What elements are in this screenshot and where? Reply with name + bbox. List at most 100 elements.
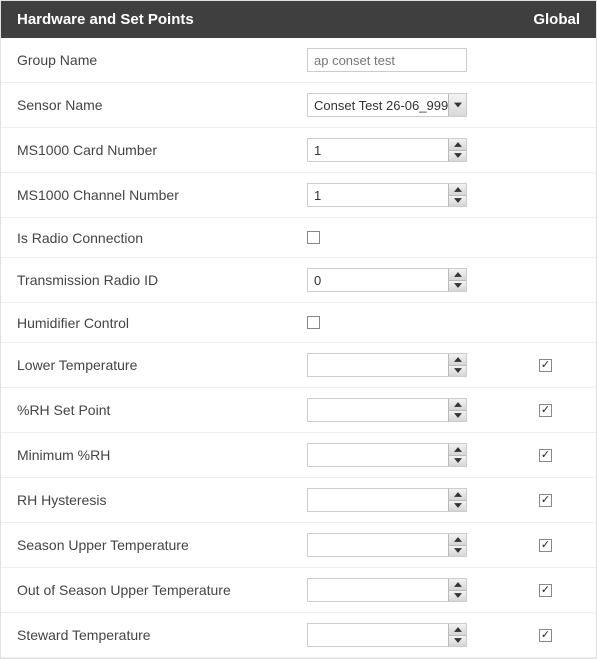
rh-set-point-spinner[interactable]	[307, 398, 467, 422]
control-ms1000-card-number: 1	[307, 138, 469, 162]
label-sensor-name: Sensor Name	[17, 97, 307, 113]
hardware-setpoints-panel: Hardware and Set Points Global Group Nam…	[0, 0, 597, 659]
spinner-up-icon[interactable]	[449, 624, 466, 635]
rh-hysteresis-spinner[interactable]	[307, 488, 467, 512]
spinner-up-icon[interactable]	[449, 139, 466, 150]
rh-set-point-spinner-buttons	[448, 399, 466, 421]
ms1000-channel-number-spinner-buttons	[448, 184, 466, 206]
steward-temperature-global-checkbox[interactable]	[539, 629, 552, 642]
spinner-down-icon[interactable]	[449, 365, 466, 377]
row-lower-temperature: Lower Temperature	[1, 343, 596, 388]
row-rh-hysteresis: RH Hysteresis	[1, 478, 596, 523]
rh-hysteresis-spinner-buttons	[448, 489, 466, 511]
out-of-season-upper-temperature-spinner[interactable]	[307, 578, 467, 602]
spinner-down-icon[interactable]	[449, 150, 466, 162]
row-is-radio-connection: Is Radio Connection	[1, 218, 596, 258]
steward-temperature-spinner[interactable]	[307, 623, 467, 647]
season-upper-temperature-spinner[interactable]	[307, 533, 467, 557]
global-cell-rh-hysteresis	[469, 494, 580, 507]
is-radio-connection-checkbox[interactable]	[307, 231, 320, 244]
label-is-radio-connection: Is Radio Connection	[17, 230, 307, 246]
control-rh-hysteresis	[307, 488, 469, 512]
minimum-rh-spinner[interactable]	[307, 443, 467, 467]
spinner-down-icon[interactable]	[449, 195, 466, 207]
lower-temperature-spinner-value[interactable]	[308, 354, 448, 376]
spinner-up-icon[interactable]	[449, 489, 466, 500]
global-cell-rh-set-point	[469, 404, 580, 417]
spinner-down-icon[interactable]	[449, 410, 466, 422]
rh-hysteresis-global-checkbox[interactable]	[539, 494, 552, 507]
row-ms1000-channel-number: MS1000 Channel Number1	[1, 173, 596, 218]
ms1000-card-number-spinner-buttons	[448, 139, 466, 161]
label-minimum-rh: Minimum %RH	[17, 447, 307, 463]
ms1000-card-number-spinner[interactable]: 1	[307, 138, 467, 162]
control-lower-temperature	[307, 353, 469, 377]
transmission-radio-id-spinner-value[interactable]: 0	[308, 269, 448, 291]
transmission-radio-id-spinner-buttons	[448, 269, 466, 291]
global-cell-steward-temperature	[469, 629, 580, 642]
out-of-season-upper-temperature-global-checkbox[interactable]	[539, 584, 552, 597]
ms1000-channel-number-spinner[interactable]: 1	[307, 183, 467, 207]
label-transmission-radio-id: Transmission Radio ID	[17, 272, 307, 288]
spinner-up-icon[interactable]	[449, 579, 466, 590]
global-cell-lower-temperature	[469, 359, 580, 372]
label-group-name: Group Name	[17, 52, 307, 68]
season-upper-temperature-global-checkbox[interactable]	[539, 539, 552, 552]
global-cell-out-of-season-upper-temperature	[469, 584, 580, 597]
label-humidifier-control: Humidifier Control	[17, 315, 307, 331]
global-cell-minimum-rh	[469, 449, 580, 462]
spinner-down-icon[interactable]	[449, 455, 466, 467]
control-out-of-season-upper-temperature	[307, 578, 469, 602]
spinner-up-icon[interactable]	[449, 534, 466, 545]
control-ms1000-channel-number: 1	[307, 183, 469, 207]
rh-hysteresis-spinner-value[interactable]	[308, 489, 448, 511]
row-season-upper-temperature: Season Upper Temperature	[1, 523, 596, 568]
ms1000-card-number-spinner-value[interactable]: 1	[308, 139, 448, 161]
spinner-down-icon[interactable]	[449, 545, 466, 557]
spinner-up-icon[interactable]	[449, 354, 466, 365]
spinner-up-icon[interactable]	[449, 184, 466, 195]
control-humidifier-control	[307, 316, 469, 329]
group-name-input[interactable]	[307, 48, 467, 72]
spinner-up-icon[interactable]	[449, 399, 466, 410]
label-rh-set-point: %RH Set Point	[17, 402, 307, 418]
global-column-header: Global	[533, 11, 580, 28]
label-lower-temperature: Lower Temperature	[17, 357, 307, 373]
rh-set-point-spinner-value[interactable]	[308, 399, 448, 421]
transmission-radio-id-spinner[interactable]: 0	[307, 268, 467, 292]
panel-title: Hardware and Set Points	[17, 11, 194, 28]
control-season-upper-temperature	[307, 533, 469, 557]
sensor-name-select[interactable]: Conset Test 26-06_999	[307, 93, 467, 117]
rows-container: Group Name Sensor NameConset Test 26-06_9…	[1, 38, 596, 658]
steward-temperature-spinner-value[interactable]	[308, 624, 448, 646]
control-steward-temperature	[307, 623, 469, 647]
spinner-down-icon[interactable]	[449, 635, 466, 647]
lower-temperature-global-checkbox[interactable]	[539, 359, 552, 372]
steward-temperature-spinner-buttons	[448, 624, 466, 646]
lower-temperature-spinner[interactable]	[307, 353, 467, 377]
season-upper-temperature-spinner-value[interactable]	[308, 534, 448, 556]
label-ms1000-card-number: MS1000 Card Number	[17, 142, 307, 158]
control-transmission-radio-id: 0	[307, 268, 469, 292]
rh-set-point-global-checkbox[interactable]	[539, 404, 552, 417]
control-is-radio-connection	[307, 231, 469, 244]
label-out-of-season-upper-temperature: Out of Season Upper Temperature	[17, 582, 307, 598]
spinner-down-icon[interactable]	[449, 590, 466, 602]
out-of-season-upper-temperature-spinner-value[interactable]	[308, 579, 448, 601]
panel-header: Hardware and Set Points Global	[1, 1, 596, 38]
sensor-name-select-value: Conset Test 26-06_999	[308, 94, 448, 116]
humidifier-control-checkbox[interactable]	[307, 316, 320, 329]
chevron-down-icon[interactable]	[448, 94, 466, 116]
spinner-down-icon[interactable]	[449, 280, 466, 292]
ms1000-channel-number-spinner-value[interactable]: 1	[308, 184, 448, 206]
out-of-season-upper-temperature-spinner-buttons	[448, 579, 466, 601]
spinner-up-icon[interactable]	[449, 444, 466, 455]
minimum-rh-global-checkbox[interactable]	[539, 449, 552, 462]
spinner-down-icon[interactable]	[449, 500, 466, 512]
row-out-of-season-upper-temperature: Out of Season Upper Temperature	[1, 568, 596, 613]
minimum-rh-spinner-value[interactable]	[308, 444, 448, 466]
label-steward-temperature: Steward Temperature	[17, 627, 307, 643]
row-ms1000-card-number: MS1000 Card Number1	[1, 128, 596, 173]
spinner-up-icon[interactable]	[449, 269, 466, 280]
season-upper-temperature-spinner-buttons	[448, 534, 466, 556]
